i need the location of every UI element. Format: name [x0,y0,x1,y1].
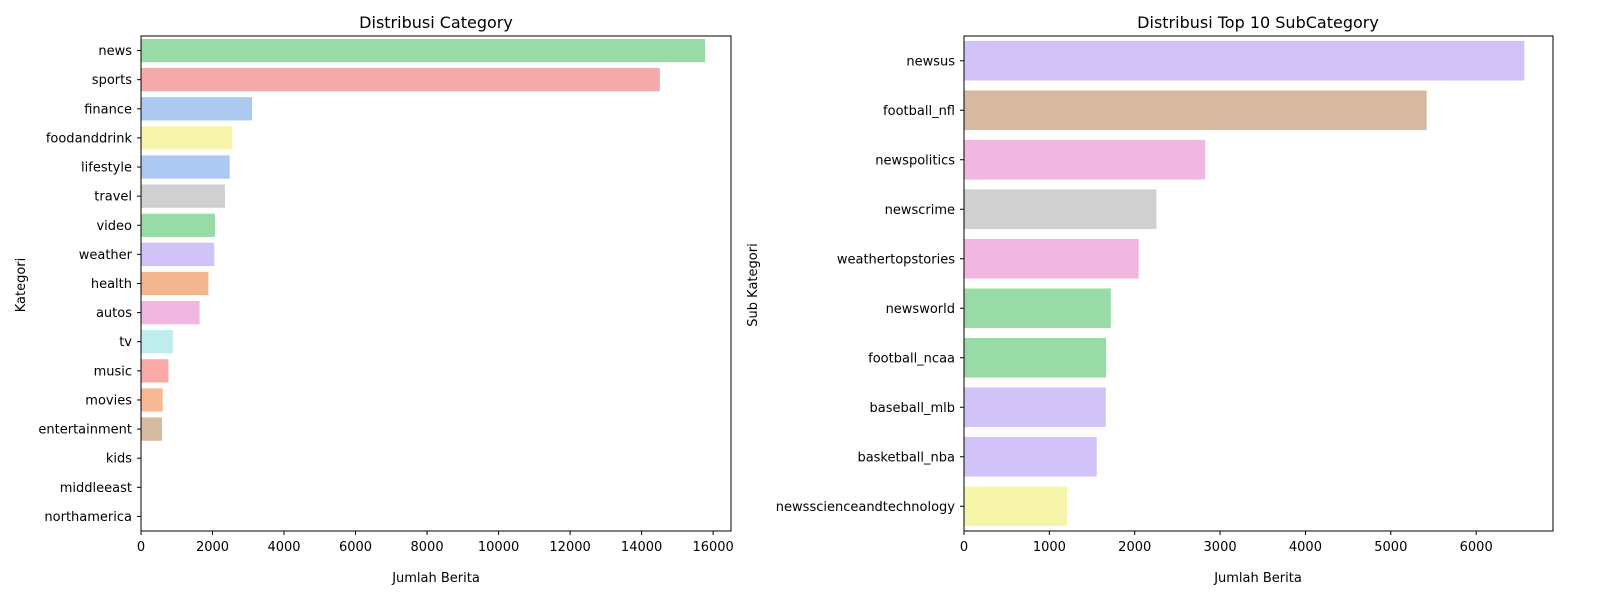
y-tick-label: finance [84,102,132,117]
y-axis-label: Sub Kategori [746,243,761,326]
x-tick-label: 12000 [549,540,590,555]
y-axis-label: Kategori [14,258,29,313]
y-tick-label: northamerica [44,510,132,525]
x-tick-label: 3000 [1204,540,1237,555]
y-tick-label: middleeast [60,481,132,496]
y-tick-label: basketball_nba [857,450,955,465]
x-tick-label: 2000 [196,540,229,555]
bar-football_ncaa [964,337,1107,378]
y-tick-label: baseball_mlb [870,401,955,416]
y-tick-label: newspolitics [875,153,955,168]
bar-baseball_mlb [964,387,1106,428]
y-tick-label: travel [94,190,132,205]
y-tick-label: kids [106,452,132,467]
y-tick-label: tv [119,335,132,350]
x-ticks: 0 2000 4000 6000 8000 10000 12000 14000 16000 [137,531,734,555]
y-ticks: news sports finance foodanddrink lifestyle tr… [38,44,141,525]
x-axis-label: Jumlah Berita [391,571,480,586]
x-axis-label: Jumlah Berita [1213,571,1302,586]
bar-finance [141,97,253,121]
plot-frame [140,35,732,532]
bar-news [141,38,706,63]
y-tick-label: entertainment [38,423,132,438]
y-tick-label: lifestyle [81,161,132,176]
y-ticks: newsus football_nfl newspolitics newscrime w… [776,54,964,515]
x-tick-label: 2000 [1118,540,1151,555]
bar-foodanddrink [141,126,233,150]
x-tick-label: 0 [960,540,968,555]
bar-sports [141,68,660,92]
bar-video [141,213,215,237]
x-tick-label: 14000 [621,540,662,555]
x-tick-label: 4000 [1289,540,1322,555]
plot-frame [963,35,1554,532]
y-tick-label: news [98,44,132,59]
bar-weather [141,242,215,267]
x-tick-label: 16000 [692,540,733,555]
bar-tv [141,330,173,354]
y-tick-label: football_ncaa [868,351,955,366]
y-tick-label: music [94,364,132,379]
bar-lifestyle [141,155,230,179]
bar-movies [141,388,163,412]
y-tick-label: video [96,219,132,234]
bars [964,40,1525,527]
x-tick-label: 8000 [411,540,444,555]
bar-newspolitics [964,139,1206,180]
bar-football_nfl [964,90,1427,131]
x-tick-label: 6000 [339,540,372,555]
category-chart: Distribusi Category Jumlah Berita Katego… [14,13,734,586]
bars [141,38,706,441]
y-tick-label: health [91,277,132,292]
y-tick-label: movies [85,393,132,408]
bar-music [141,359,169,383]
x-tick-label: 10000 [478,540,519,555]
bar-weathertopstories [964,238,1139,279]
x-tick-label: 6000 [1460,540,1493,555]
subcategory-chart: Distribusi Top 10 SubCategory Jumlah Ber… [746,13,1554,586]
bar-travel [141,184,226,208]
bar-newsscienceandtechnology [964,486,1067,527]
y-tick-label: weathertopstories [837,252,955,267]
bar-health [141,271,209,296]
x-tick-label: 4000 [267,540,300,555]
bar-newsus [964,40,1525,81]
y-tick-label: newscrime [885,203,955,218]
y-tick-label: autos [96,306,132,321]
y-tick-label: football_nfl [883,104,955,119]
y-tick-label: newsus [906,54,955,69]
chart-title: Distribusi Category [359,13,513,32]
y-tick-label: weather [79,248,133,263]
bar-basketball_nba [964,436,1097,477]
x-tick-label: 1000 [1033,540,1066,555]
y-tick-label: foodanddrink [46,131,133,146]
bar-entertainment [141,417,162,441]
x-tick-label: 0 [137,540,145,555]
x-ticks: 0 1000 2000 3000 4000 5000 6000 [960,531,1493,555]
y-tick-label: newsworld [886,302,955,317]
y-tick-label: newsscienceandtechnology [776,500,956,515]
chart-title: Distribusi Top 10 SubCategory [1137,13,1379,32]
bar-autos [141,300,200,325]
y-tick-label: sports [92,73,132,88]
bar-newsworld [964,288,1111,329]
bar-newscrime [964,189,1157,230]
x-tick-label: 5000 [1374,540,1407,555]
